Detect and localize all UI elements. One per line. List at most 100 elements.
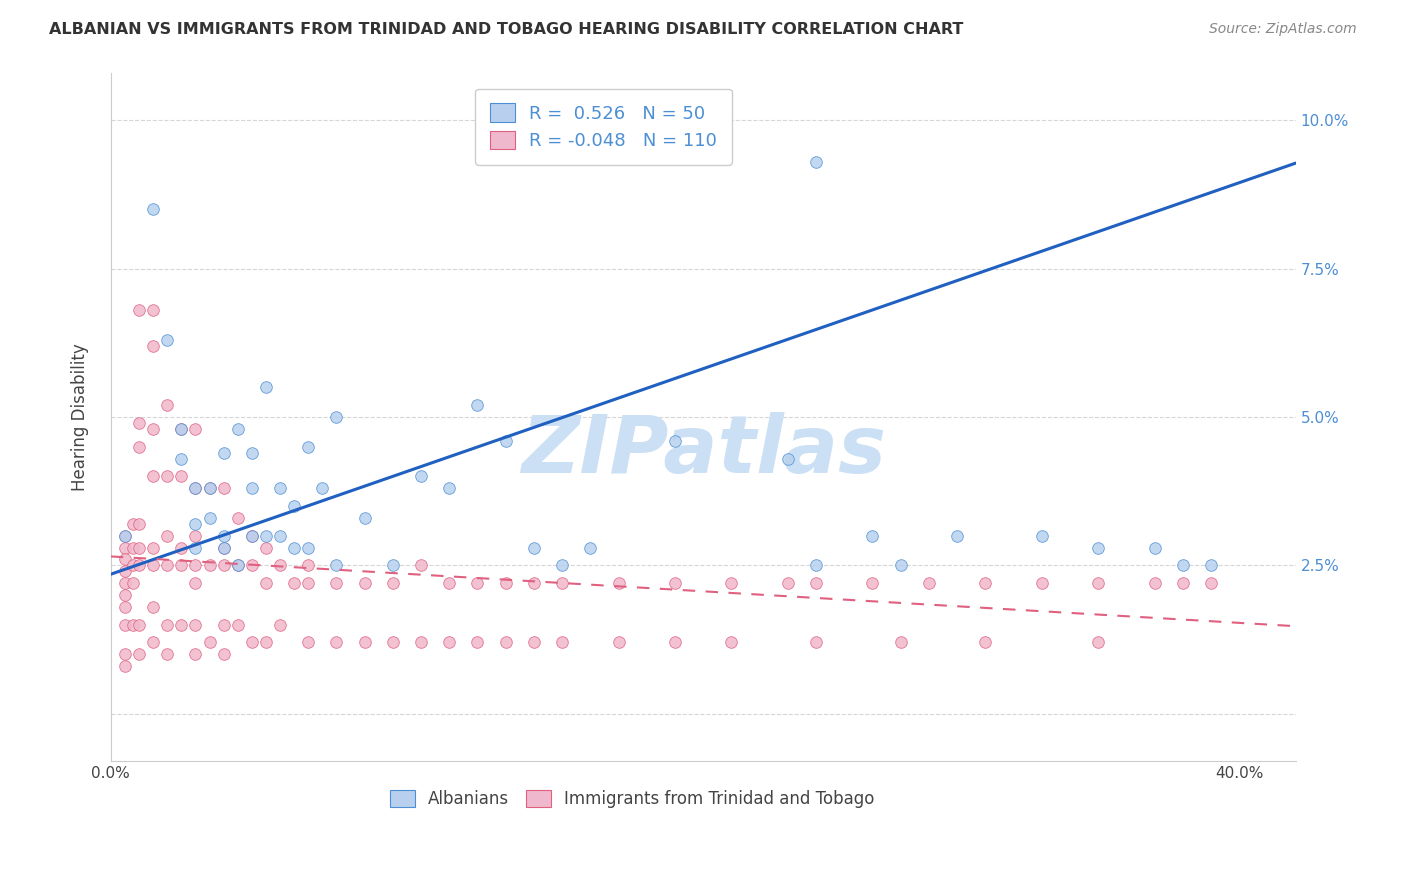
Point xyxy=(226,511,249,525)
Point xyxy=(122,576,145,591)
Point xyxy=(551,558,574,573)
Point xyxy=(170,422,193,436)
Point xyxy=(946,529,969,543)
Point xyxy=(114,659,136,673)
Point xyxy=(184,516,207,531)
Point xyxy=(254,541,277,555)
Point xyxy=(212,529,235,543)
Point xyxy=(1199,576,1222,591)
Point xyxy=(325,576,347,591)
Point xyxy=(353,576,375,591)
Point xyxy=(122,541,145,555)
Point xyxy=(240,445,263,459)
Point xyxy=(240,529,263,543)
Point xyxy=(198,481,221,495)
Point xyxy=(283,499,305,513)
Point xyxy=(170,541,193,555)
Point xyxy=(720,635,742,649)
Point xyxy=(122,617,145,632)
Point xyxy=(804,155,827,169)
Point xyxy=(184,481,207,495)
Point xyxy=(551,635,574,649)
Point xyxy=(122,558,145,573)
Point xyxy=(170,469,193,483)
Point xyxy=(283,541,305,555)
Point xyxy=(439,481,461,495)
Point xyxy=(122,516,145,531)
Point xyxy=(495,434,517,448)
Point xyxy=(297,558,319,573)
Point xyxy=(212,481,235,495)
Point xyxy=(156,558,179,573)
Point xyxy=(114,564,136,578)
Point xyxy=(142,339,165,353)
Point xyxy=(170,451,193,466)
Point xyxy=(156,469,179,483)
Point xyxy=(128,648,150,662)
Point xyxy=(804,635,827,649)
Point xyxy=(170,558,193,573)
Point xyxy=(212,648,235,662)
Point xyxy=(804,576,827,591)
Point xyxy=(297,440,319,454)
Point xyxy=(325,635,347,649)
Point xyxy=(156,398,179,412)
Point xyxy=(325,410,347,425)
Point xyxy=(353,635,375,649)
Point xyxy=(495,635,517,649)
Point xyxy=(1143,576,1166,591)
Point xyxy=(804,558,827,573)
Point xyxy=(128,303,150,318)
Point xyxy=(523,541,546,555)
Point xyxy=(198,635,221,649)
Point xyxy=(467,635,489,649)
Point xyxy=(142,541,165,555)
Point xyxy=(142,202,165,217)
Point xyxy=(254,635,277,649)
Point xyxy=(311,481,333,495)
Point xyxy=(862,576,884,591)
Point xyxy=(128,440,150,454)
Point xyxy=(114,648,136,662)
Point xyxy=(607,576,630,591)
Point xyxy=(1143,541,1166,555)
Point xyxy=(297,576,319,591)
Point xyxy=(114,552,136,566)
Point xyxy=(607,635,630,649)
Point xyxy=(1031,576,1053,591)
Point xyxy=(212,617,235,632)
Point xyxy=(198,481,221,495)
Point xyxy=(720,576,742,591)
Point xyxy=(664,434,686,448)
Point xyxy=(114,529,136,543)
Point xyxy=(170,617,193,632)
Point xyxy=(212,445,235,459)
Point xyxy=(325,558,347,573)
Point xyxy=(776,451,799,466)
Point xyxy=(1171,576,1194,591)
Point xyxy=(240,529,263,543)
Point xyxy=(551,576,574,591)
Point xyxy=(184,617,207,632)
Point xyxy=(114,576,136,591)
Point xyxy=(114,529,136,543)
Point xyxy=(523,576,546,591)
Point xyxy=(890,635,912,649)
Point xyxy=(226,422,249,436)
Text: ZIPatlas: ZIPatlas xyxy=(520,412,886,491)
Point xyxy=(664,576,686,591)
Point xyxy=(128,541,150,555)
Point xyxy=(240,558,263,573)
Point xyxy=(128,558,150,573)
Point xyxy=(269,481,291,495)
Point xyxy=(156,529,179,543)
Point xyxy=(381,635,404,649)
Point xyxy=(142,635,165,649)
Point xyxy=(114,599,136,614)
Point xyxy=(184,541,207,555)
Point xyxy=(381,558,404,573)
Point xyxy=(128,416,150,430)
Point xyxy=(974,635,997,649)
Point xyxy=(1199,558,1222,573)
Point xyxy=(240,635,263,649)
